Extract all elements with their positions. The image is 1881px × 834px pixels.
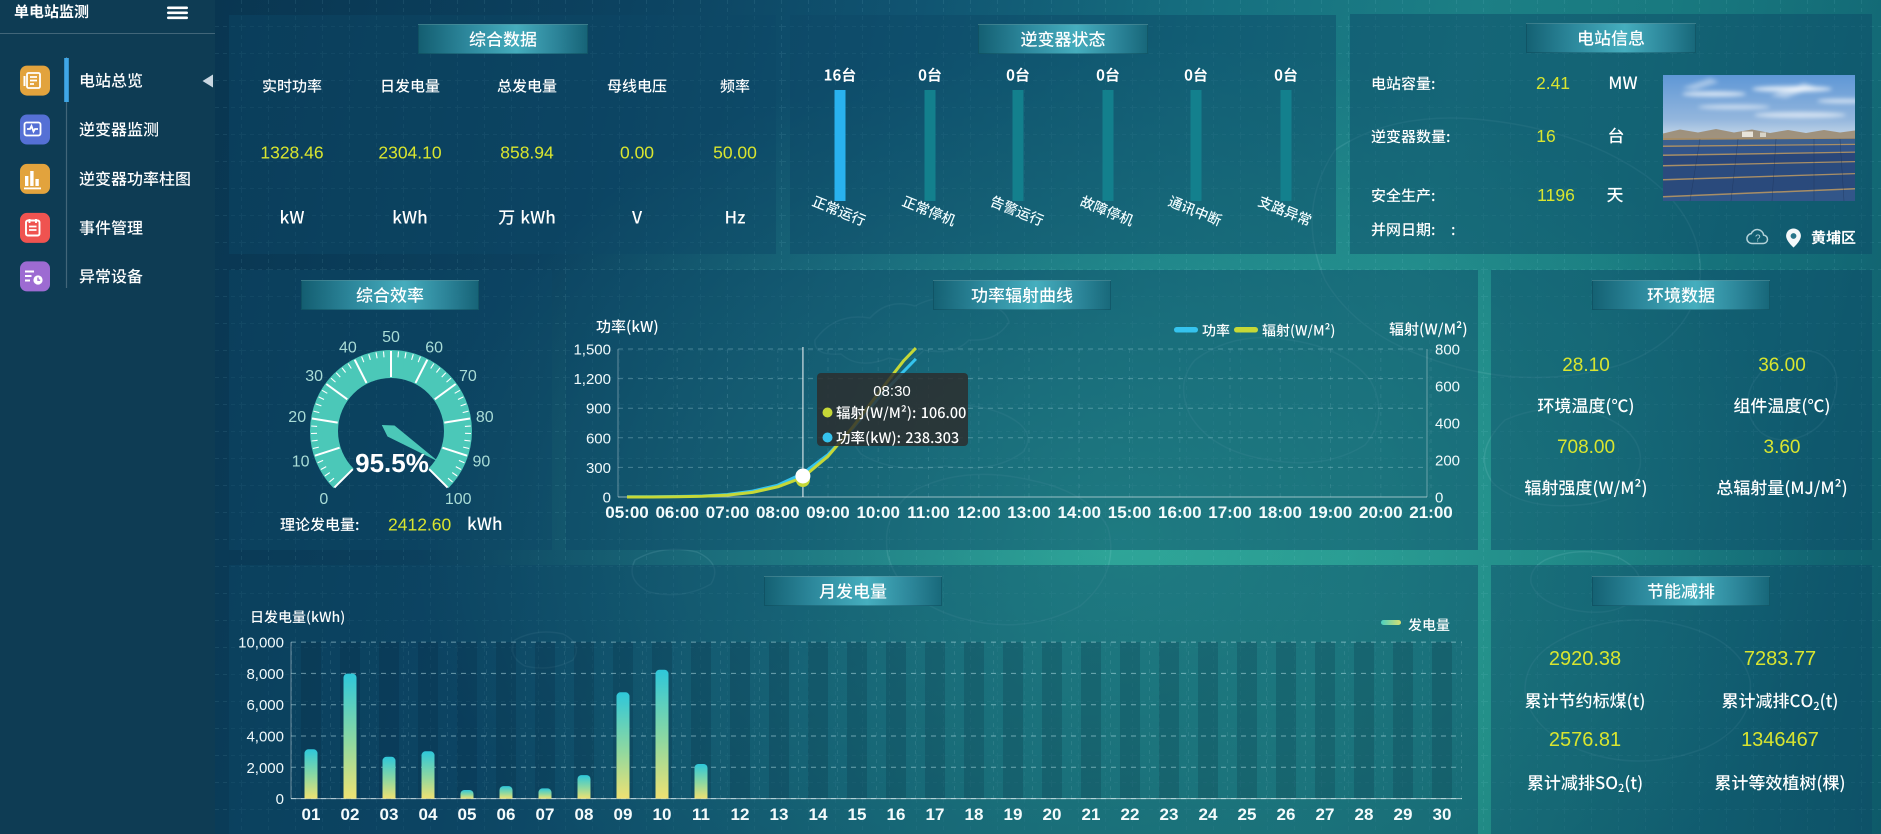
svg-text:600: 600 bbox=[586, 430, 611, 447]
svg-text:30: 30 bbox=[305, 368, 323, 385]
svg-text:0: 0 bbox=[319, 491, 328, 508]
svg-text:16: 16 bbox=[887, 805, 906, 824]
svg-text:0.00: 0.00 bbox=[620, 143, 654, 163]
svg-text:28: 28 bbox=[1355, 805, 1374, 824]
svg-text:1196: 1196 bbox=[1537, 185, 1575, 205]
svg-text:50.00: 50.00 bbox=[713, 143, 757, 163]
svg-text:10,000: 10,000 bbox=[238, 635, 284, 652]
svg-text:09: 09 bbox=[614, 805, 633, 824]
svg-text:8,000: 8,000 bbox=[246, 666, 284, 683]
svg-text:2,000: 2,000 bbox=[246, 760, 284, 777]
svg-text:30: 30 bbox=[1433, 805, 1452, 824]
svg-text:14:00: 14:00 bbox=[1057, 503, 1100, 522]
svg-text:3.60: 3.60 bbox=[1764, 437, 1801, 458]
svg-text:20: 20 bbox=[1043, 805, 1062, 824]
svg-text:27: 27 bbox=[1316, 805, 1335, 824]
svg-text:15: 15 bbox=[848, 805, 867, 824]
svg-text:05: 05 bbox=[458, 805, 477, 824]
svg-text:200: 200 bbox=[1435, 453, 1460, 470]
svg-text:10: 10 bbox=[653, 805, 672, 824]
svg-text:1,500: 1,500 bbox=[573, 342, 611, 359]
svg-text:13:00: 13:00 bbox=[1007, 503, 1050, 522]
svg-text:24: 24 bbox=[1199, 805, 1218, 824]
svg-text:0: 0 bbox=[276, 791, 284, 808]
svg-text:20: 20 bbox=[288, 409, 306, 426]
svg-text:02: 02 bbox=[341, 805, 360, 824]
svg-text:17:00: 17:00 bbox=[1208, 503, 1251, 522]
svg-text:14: 14 bbox=[809, 805, 828, 824]
svg-text:06: 06 bbox=[497, 805, 516, 824]
svg-text:800: 800 bbox=[1435, 342, 1460, 359]
svg-text:80: 80 bbox=[476, 409, 494, 426]
svg-text:900: 900 bbox=[586, 401, 611, 418]
svg-text:08:00: 08:00 bbox=[756, 503, 799, 522]
svg-text:16:00: 16:00 bbox=[1158, 503, 1201, 522]
svg-text:21:00: 21:00 bbox=[1409, 503, 1452, 522]
svg-text:26: 26 bbox=[1277, 805, 1296, 824]
svg-text:23: 23 bbox=[1160, 805, 1179, 824]
svg-text:400: 400 bbox=[1435, 416, 1460, 433]
svg-text:07: 07 bbox=[536, 805, 555, 824]
svg-text:50: 50 bbox=[382, 329, 400, 346]
svg-text:25: 25 bbox=[1238, 805, 1257, 824]
svg-text:2304.10: 2304.10 bbox=[378, 143, 442, 163]
svg-text:29: 29 bbox=[1394, 805, 1413, 824]
svg-text:05:00: 05:00 bbox=[605, 503, 648, 522]
svg-text:19: 19 bbox=[1004, 805, 1023, 824]
svg-text:70: 70 bbox=[459, 368, 477, 385]
svg-text:28.10: 28.10 bbox=[1562, 355, 1610, 376]
svg-text:08: 08 bbox=[575, 805, 594, 824]
svg-text:40: 40 bbox=[339, 339, 357, 356]
svg-text:18: 18 bbox=[965, 805, 984, 824]
svg-text:10: 10 bbox=[292, 453, 310, 470]
svg-text:?: ? bbox=[1755, 234, 1761, 245]
svg-text:08:30: 08:30 bbox=[873, 383, 911, 400]
svg-text:300: 300 bbox=[586, 460, 611, 477]
svg-text:11: 11 bbox=[692, 805, 710, 824]
svg-text:4,000: 4,000 bbox=[246, 729, 284, 746]
svg-text:600: 600 bbox=[1435, 379, 1460, 396]
svg-text:11:00: 11:00 bbox=[907, 503, 950, 522]
svg-text:12:00: 12:00 bbox=[957, 503, 1000, 522]
svg-text:6,000: 6,000 bbox=[246, 697, 284, 714]
svg-text:16: 16 bbox=[1536, 126, 1555, 146]
svg-text:36.00: 36.00 bbox=[1758, 355, 1806, 376]
svg-text:1346467: 1346467 bbox=[1741, 729, 1819, 751]
svg-text:07:00: 07:00 bbox=[706, 503, 749, 522]
svg-text:06:00: 06:00 bbox=[655, 503, 698, 522]
svg-text:22: 22 bbox=[1121, 805, 1140, 824]
svg-text:19:00: 19:00 bbox=[1309, 503, 1352, 522]
svg-text:708.00: 708.00 bbox=[1557, 437, 1615, 458]
svg-text:2920.38: 2920.38 bbox=[1549, 648, 1621, 670]
svg-text:03: 03 bbox=[380, 805, 399, 824]
svg-text:90: 90 bbox=[473, 453, 491, 470]
svg-text:100: 100 bbox=[445, 491, 472, 508]
svg-text:60: 60 bbox=[425, 339, 443, 356]
svg-text:04: 04 bbox=[419, 805, 438, 824]
svg-text:17: 17 bbox=[926, 805, 945, 824]
svg-text:09:00: 09:00 bbox=[806, 503, 849, 522]
svg-text:18:00: 18:00 bbox=[1258, 503, 1301, 522]
svg-text:10:00: 10:00 bbox=[856, 503, 899, 522]
svg-text:0: 0 bbox=[603, 490, 611, 507]
svg-text:20:00: 20:00 bbox=[1359, 503, 1402, 522]
svg-text:2576.81: 2576.81 bbox=[1549, 729, 1621, 751]
svg-text:12: 12 bbox=[731, 805, 750, 824]
svg-text:01: 01 bbox=[302, 805, 321, 824]
svg-text:0: 0 bbox=[1435, 490, 1443, 507]
svg-text:21: 21 bbox=[1082, 805, 1101, 824]
svg-text:95.5%: 95.5% bbox=[355, 448, 429, 478]
svg-text:7283.77: 7283.77 bbox=[1744, 648, 1816, 670]
svg-text:1,200: 1,200 bbox=[573, 371, 611, 388]
svg-text:2.41: 2.41 bbox=[1536, 73, 1570, 93]
svg-text:15:00: 15:00 bbox=[1108, 503, 1151, 522]
svg-text:13: 13 bbox=[770, 805, 789, 824]
svg-text:2412.60: 2412.60 bbox=[388, 515, 452, 535]
svg-text:1328.46: 1328.46 bbox=[260, 143, 323, 163]
svg-text:858.94: 858.94 bbox=[500, 143, 554, 163]
